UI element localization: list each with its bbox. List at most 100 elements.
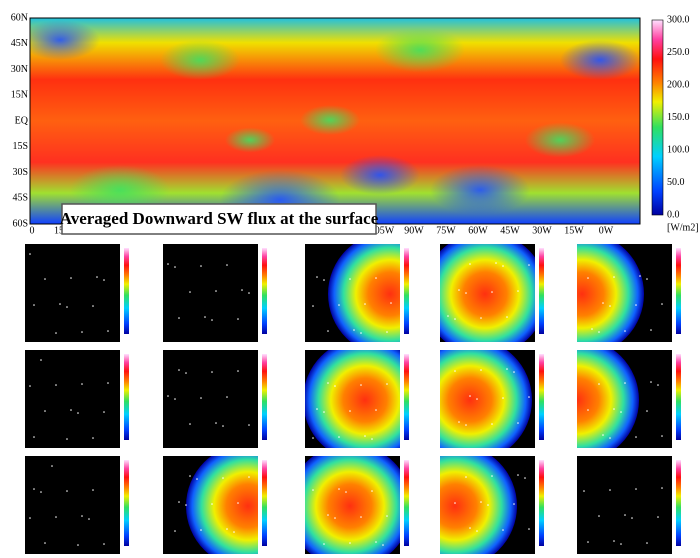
- coastline-dot: [215, 422, 217, 424]
- colorbar-tick-label: 0.0: [667, 209, 680, 220]
- panel-colorbar: [124, 354, 129, 440]
- coastline-dot: [33, 304, 35, 306]
- coastline-dot: [624, 330, 626, 332]
- coastline-dot: [513, 503, 515, 505]
- coastline-dot: [613, 540, 615, 542]
- cloud-area: [560, 40, 640, 80]
- coastline-dot: [487, 504, 489, 506]
- coastline-dot: [323, 411, 325, 413]
- coastline-dot: [44, 542, 46, 544]
- cloud-area: [430, 165, 530, 215]
- coastline-dot: [96, 276, 98, 278]
- panel-colorbar: [262, 248, 267, 334]
- cloud-area: [30, 20, 100, 60]
- coastline-dot: [167, 263, 169, 265]
- coastline-dot: [502, 529, 504, 531]
- panel-colorbar: [539, 460, 544, 546]
- coastline-dot: [502, 265, 504, 267]
- coastline-dot: [476, 530, 478, 532]
- coastline-dot: [107, 382, 109, 384]
- lon-label: 15W: [564, 225, 584, 236]
- coastline-dot: [364, 435, 366, 437]
- coastline-dot: [81, 515, 83, 517]
- coastline-dot: [631, 517, 633, 519]
- coastline-dot: [371, 490, 373, 492]
- lon-label: 105W: [370, 225, 395, 236]
- coastline-dot: [583, 490, 585, 492]
- coastline-dot: [661, 487, 663, 489]
- cloud-area: [300, 105, 360, 135]
- panel-image: [25, 350, 120, 448]
- coastline-dot: [469, 527, 471, 529]
- coastline-dot: [312, 305, 314, 307]
- coastline-dot: [635, 304, 637, 306]
- cloud-area: [160, 40, 240, 80]
- coastline-dot: [237, 318, 239, 320]
- coastline-dot: [189, 475, 191, 477]
- cloud-area: [375, 27, 465, 73]
- coastline-dot: [587, 277, 589, 279]
- colorbar-tick-label: 300.0: [667, 14, 690, 25]
- coastline-dot: [174, 266, 176, 268]
- coastline-dot: [480, 501, 482, 503]
- coastline-dot: [248, 476, 250, 478]
- coastline-dot: [469, 263, 471, 265]
- lon-label: 90W: [404, 225, 424, 236]
- panel-colorbar: [404, 460, 409, 546]
- lat-label: EQ: [15, 115, 29, 126]
- coastline-dot: [375, 409, 377, 411]
- coastline-dot: [657, 516, 659, 518]
- coastline-dot: [55, 516, 57, 518]
- coastline-dot: [327, 382, 329, 384]
- panel-colorbar: [124, 248, 129, 334]
- coastline-dot: [200, 265, 202, 267]
- coastline-dot: [174, 530, 176, 532]
- coastline-dot: [382, 544, 384, 546]
- coastline-dot: [345, 491, 347, 493]
- coastline-dot: [204, 316, 206, 318]
- coastline-dot: [248, 292, 250, 294]
- coastline-dot: [480, 369, 482, 371]
- coastline-dot: [476, 398, 478, 400]
- coastline-dot: [185, 372, 187, 374]
- coastline-dot: [81, 383, 83, 385]
- flux-map: [30, 18, 640, 224]
- panel-disc: [440, 456, 517, 554]
- panel-image: [163, 244, 258, 342]
- panel-colorbar: [676, 248, 681, 334]
- coastline-dot: [338, 436, 340, 438]
- coastline-dot: [624, 382, 626, 384]
- panel-disc: [305, 350, 400, 448]
- coastline-dot: [602, 302, 604, 304]
- coastline-dot: [316, 276, 318, 278]
- coastline-dot: [178, 501, 180, 503]
- panel-colorbar: [404, 354, 409, 440]
- lat-label: 30S: [12, 167, 28, 178]
- coastline-dot: [646, 278, 648, 280]
- coastline-dot: [226, 264, 228, 266]
- coastline-dot: [59, 303, 61, 305]
- lat-label: 15N: [11, 90, 28, 101]
- panel-colorbar: [676, 354, 681, 440]
- coastline-dot: [92, 489, 94, 491]
- colorbar-tick-label: 200.0: [667, 79, 690, 90]
- coastline-dot: [469, 395, 471, 397]
- coastline-dot: [81, 331, 83, 333]
- coastline-dot: [506, 316, 508, 318]
- lon-label: 45W: [500, 225, 520, 236]
- coastline-dot: [29, 517, 31, 519]
- coastline-dot: [248, 424, 250, 426]
- coastline-dot: [77, 412, 79, 414]
- cloud-area: [340, 155, 420, 195]
- coastline-dot: [66, 438, 68, 440]
- coastline-dot: [650, 329, 652, 331]
- panel-disc: [305, 456, 400, 554]
- colorbar-tick-label: 50.0: [667, 177, 685, 188]
- coastline-dot: [650, 381, 652, 383]
- coastline-dot: [465, 292, 467, 294]
- coastline-dot: [40, 491, 42, 493]
- coastline-dot: [613, 408, 615, 410]
- coastline-dot: [334, 517, 336, 519]
- coastline-dot: [386, 331, 388, 333]
- coastline-dot: [92, 437, 94, 439]
